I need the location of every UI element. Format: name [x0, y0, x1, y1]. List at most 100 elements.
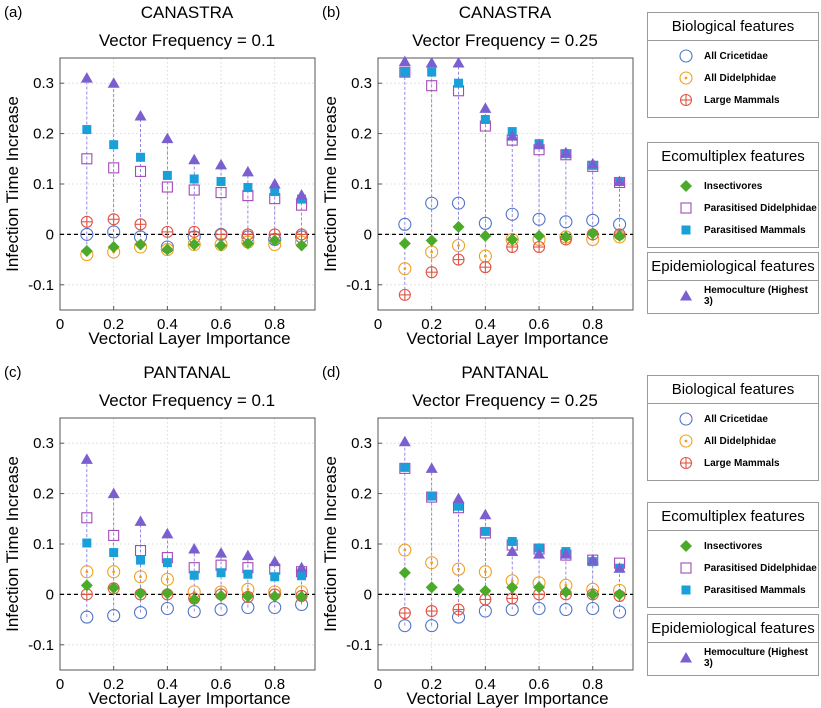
legend-item: Hemoculture (Highest 3) [648, 647, 818, 669]
legend-item: Insectivores [648, 535, 818, 557]
point-parasitised_mammals [109, 140, 119, 150]
grid [377, 418, 633, 670]
legend-title: Epidemiological features [648, 615, 818, 643]
point-cricetidae [532, 212, 546, 226]
chart-subtitle: Vector Frequency = 0.1 [99, 391, 275, 410]
point-parasitised_didelphidae [399, 66, 411, 78]
point-parasitised_didelphidae [108, 529, 120, 541]
y-tick-label: 0 [46, 226, 54, 243]
x-tick-label: 0 [56, 676, 64, 693]
y-axis-label: Infection Time Increase [321, 96, 340, 272]
point-parasitised_mammals [216, 176, 226, 186]
legend-item-label: Parasitised Didelphidae [704, 562, 817, 574]
point-large_mammals [479, 261, 492, 274]
series-insectivores [80, 234, 308, 258]
point-parasitised_didelphidae [81, 153, 93, 165]
point-large_mammals [506, 592, 519, 605]
point-hemoculture [107, 487, 120, 499]
legend-marker [680, 652, 692, 663]
legend-box-epidemiological: Epidemiological features Hemoculture (Hig… [647, 252, 819, 314]
open-circle-marker-icon [679, 412, 693, 426]
point-large_mammals [161, 225, 174, 238]
legend-marker [679, 434, 693, 448]
point-parasitised_mammals [136, 152, 146, 162]
point-hemoculture [188, 543, 201, 554]
point-large_mammals [80, 215, 93, 228]
point-insectivores [533, 581, 546, 594]
legend-marker [680, 202, 692, 214]
point-hemoculture [215, 547, 228, 558]
point-parasitised_didelphidae [134, 545, 147, 557]
legend-item-label: Large Mammals [704, 457, 780, 469]
point-insectivores [241, 237, 254, 250]
legend-marker [679, 456, 693, 470]
point-hemoculture [613, 562, 626, 573]
legend-box-biological: Biological features All Cricetidae All Did… [647, 375, 819, 481]
y-tick-label: 0.2 [351, 126, 372, 143]
point-cricetidae [559, 215, 573, 229]
point-cricetidae [398, 619, 412, 633]
point-didelphidae [451, 238, 466, 253]
point-hemoculture [398, 435, 411, 447]
y-tick-label: 0.1 [33, 176, 54, 193]
point-insectivores [425, 234, 438, 247]
legend-item: Parasitised Mammals [648, 579, 818, 601]
point-insectivores [215, 589, 228, 602]
point-hemoculture [241, 549, 254, 561]
point-parasitised_mammals [270, 187, 280, 197]
legend-item: All Cricetidae [648, 45, 818, 67]
point-didelphidae [398, 262, 412, 276]
stems [404, 61, 620, 295]
point-large_mammals [452, 603, 465, 616]
series-hemoculture [80, 453, 308, 573]
point-hemoculture [268, 178, 281, 189]
legend-item: All Didelphidae [648, 430, 818, 452]
point-hemoculture [425, 57, 438, 68]
legend-item: All Cricetidae [648, 408, 818, 430]
point-large_mammals [295, 228, 308, 241]
point-insectivores [215, 239, 228, 252]
point-parasitised_mammals [109, 548, 119, 558]
point-parasitised_mammals [243, 569, 253, 579]
point-cricetidae [133, 605, 148, 620]
chart-subtitle: Vector Frequency = 0.25 [412, 391, 598, 410]
legend-item-label: Hemoculture (Highest 3) [704, 647, 808, 669]
point-hemoculture [188, 153, 201, 165]
x-axis-label: Vectorial Layer Importance [406, 689, 608, 708]
x-tick-label: 0.2 [103, 316, 124, 333]
legend-item-label: All Cricetidae [704, 413, 768, 425]
panel-label: (d) [322, 364, 340, 381]
point-hemoculture [134, 109, 147, 121]
legend-title: Biological features [648, 376, 818, 404]
series-cricetidae [80, 597, 309, 624]
y-tick-label: -0.1 [346, 637, 372, 654]
legend-item-label: All Didelphidae [704, 435, 777, 447]
cross-circle-marker-icon [679, 456, 693, 470]
point-parasitised_mammals [297, 571, 307, 581]
legend-item-label: Hemoculture (Highest 3) [704, 285, 808, 307]
point-cricetidae [398, 217, 412, 231]
x-tick-label: 0.6 [529, 316, 550, 333]
point-parasitised_mammals [454, 78, 464, 88]
cross-circle-marker-icon [679, 93, 693, 107]
point-large_mammals [188, 225, 201, 238]
point-hemoculture [586, 157, 599, 169]
legend-item: Hemoculture (Highest 3) [648, 285, 818, 307]
point-hemoculture [215, 158, 228, 170]
point-hemoculture [241, 165, 254, 177]
y-tick-label: 0.3 [351, 75, 372, 92]
legend-marker [680, 562, 692, 574]
series-insectivores [398, 566, 626, 601]
point-hemoculture [479, 102, 492, 113]
x-tick-label: 0.8 [582, 316, 603, 333]
legend-item: Large Mammals [648, 89, 818, 111]
point-parasitised_mammals [270, 572, 280, 582]
point-cricetidae [559, 602, 573, 617]
panel-label: (a) [4, 4, 22, 21]
point-parasitised_mammals [427, 491, 437, 501]
series-parasitised_didelphidae [81, 153, 308, 211]
x-tick-label: 0.6 [211, 316, 232, 333]
legend-item-label: All Cricetidae [704, 50, 768, 62]
dot-circle-marker-icon [679, 434, 693, 448]
point-parasitised_didelphidae [426, 80, 438, 92]
